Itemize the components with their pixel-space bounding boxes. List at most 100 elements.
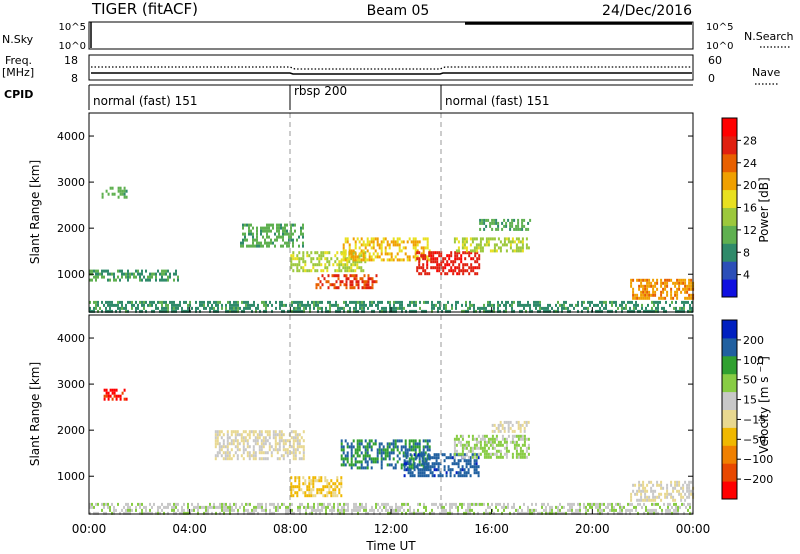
echo-cell — [260, 451, 263, 455]
echo-cell — [603, 508, 605, 512]
echo-cell — [262, 457, 265, 461]
echo-cell — [364, 445, 367, 449]
echo-cell — [216, 451, 219, 455]
echo-cell — [262, 226, 264, 230]
echo-cell — [517, 221, 520, 225]
echo-cell — [670, 492, 673, 496]
colorbar-swatch — [722, 261, 737, 280]
echo-cell — [320, 251, 323, 255]
echo-cell — [259, 309, 261, 313]
echo-cell — [363, 300, 365, 304]
echo-cell — [354, 463, 357, 467]
echo-cell — [382, 258, 385, 262]
x-tick-label: 16:00 — [474, 522, 509, 536]
colorbar-tick-label: 24 — [743, 157, 757, 170]
echo-cell — [231, 508, 233, 512]
echo-cell — [499, 440, 502, 444]
echo-cell — [646, 281, 649, 285]
echo-cell — [216, 433, 219, 437]
echo-cell — [248, 229, 250, 233]
echo-cell — [447, 300, 449, 304]
echo-cell — [473, 437, 476, 441]
echo-cell — [603, 502, 605, 506]
echo-cell — [527, 443, 530, 447]
echo-cell — [395, 511, 397, 515]
echo-cell — [165, 309, 167, 313]
echo-cell — [317, 505, 319, 509]
echo-cell — [127, 275, 129, 279]
echo-cell — [358, 258, 361, 262]
echo-cell — [225, 309, 227, 313]
echo-cell — [463, 453, 466, 457]
echo-cell — [316, 488, 319, 492]
echo-cell — [533, 511, 535, 515]
echo-cell — [433, 303, 435, 307]
echo-cell — [123, 189, 126, 193]
echo-cell — [521, 437, 524, 441]
echo-cell — [360, 249, 363, 253]
echo-cell — [487, 502, 489, 506]
echo-cell — [464, 263, 467, 267]
echo-cell — [657, 309, 659, 313]
echo-cell — [359, 508, 361, 512]
echo-cell — [224, 451, 227, 455]
echo-cell — [281, 309, 283, 313]
echo-cell — [356, 445, 359, 449]
echo-cell — [475, 502, 477, 506]
echo-cell — [429, 465, 432, 469]
echo-cell — [451, 511, 453, 515]
echo-cell — [405, 309, 407, 313]
echo-cell — [402, 240, 405, 244]
echo-cell — [453, 455, 456, 459]
echo-cell — [438, 263, 441, 267]
echo-cell — [250, 223, 252, 227]
echo-cell — [415, 309, 417, 313]
echo-cell — [298, 479, 301, 483]
echo-cell — [394, 255, 397, 259]
echo-cell — [221, 508, 223, 512]
echo-cell — [399, 306, 401, 310]
echo-cell — [517, 423, 520, 427]
echo-cell — [479, 306, 481, 310]
echo-cell — [662, 287, 665, 291]
echo-cell — [97, 309, 99, 313]
echo-cell — [655, 511, 657, 515]
echo-cell — [519, 423, 522, 427]
echo-cell — [519, 240, 522, 244]
echo-cell — [465, 240, 468, 244]
echo-cell — [471, 446, 474, 450]
echo-cell — [533, 300, 535, 304]
echo-cell — [308, 494, 311, 498]
echo-cell — [414, 454, 417, 458]
echo-cell — [617, 306, 619, 310]
echo-cell — [272, 433, 275, 437]
echo-cell — [276, 457, 279, 461]
echo-cell — [485, 224, 488, 228]
echo-cell — [424, 257, 427, 261]
echo-cell — [313, 303, 315, 307]
echo-cell — [422, 439, 425, 443]
echo-cell — [465, 443, 468, 447]
echo-cell — [183, 511, 185, 515]
echo-cell — [214, 430, 217, 434]
echo-cell — [406, 258, 409, 262]
echo-cell — [372, 442, 375, 446]
echo-cell — [274, 445, 277, 449]
echo-cell — [271, 309, 273, 313]
echo-cell — [113, 388, 116, 392]
echo-cell — [563, 300, 565, 304]
echo-cell — [320, 488, 323, 492]
echo-cell — [505, 420, 508, 424]
echo-cell — [316, 257, 319, 261]
echo-cell — [266, 232, 268, 236]
echo-cell — [454, 269, 457, 273]
echo-cell — [446, 263, 449, 267]
echo-cell — [97, 272, 99, 276]
echo-cell — [250, 229, 252, 233]
echo-cell — [240, 244, 242, 248]
echo-cell — [282, 232, 284, 236]
echo-cell — [642, 480, 645, 484]
echo-cell — [109, 388, 112, 392]
echo-cell — [422, 445, 425, 449]
